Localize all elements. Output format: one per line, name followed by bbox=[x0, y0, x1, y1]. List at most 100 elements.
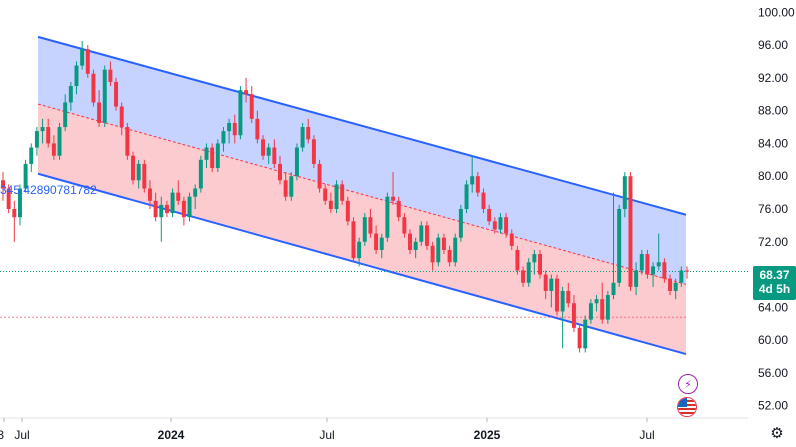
candle-body bbox=[227, 122, 232, 132]
candle-body bbox=[204, 147, 209, 160]
candle-body bbox=[424, 225, 429, 246]
candle-body bbox=[639, 254, 644, 271]
x-tick-label: Jul bbox=[639, 428, 654, 442]
channel-mid-line bbox=[37, 103, 687, 285]
candle-body bbox=[131, 155, 135, 181]
candle-body bbox=[210, 147, 215, 169]
candle-body bbox=[583, 319, 588, 349]
candle-body bbox=[521, 270, 526, 283]
candle-body bbox=[249, 94, 254, 119]
candle-body bbox=[114, 81, 119, 107]
y-tick-label: 92.00 bbox=[758, 71, 788, 85]
candle-body bbox=[594, 299, 599, 304]
candle-body bbox=[272, 147, 277, 164]
candle-body bbox=[577, 327, 582, 349]
candle-body bbox=[402, 217, 407, 234]
candle-body bbox=[97, 102, 102, 123]
x-tick-label: 2025 bbox=[474, 428, 501, 442]
candle-body bbox=[147, 188, 152, 201]
candle-body bbox=[334, 184, 339, 209]
channel-lower-line bbox=[37, 172, 687, 356]
candle-body bbox=[357, 241, 362, 259]
candle-body bbox=[328, 200, 333, 209]
candle-body bbox=[17, 188, 22, 218]
candle-body bbox=[571, 303, 576, 328]
y-tick-label: 96.00 bbox=[758, 38, 788, 52]
y-tick-label: 64.00 bbox=[758, 300, 788, 314]
candle-body bbox=[311, 139, 316, 164]
candle-body bbox=[6, 188, 11, 209]
y-tick-label: 60.00 bbox=[758, 333, 788, 347]
candle-body bbox=[408, 233, 412, 250]
candle-body bbox=[391, 196, 396, 201]
candle-body bbox=[57, 127, 62, 156]
candle-body bbox=[566, 290, 571, 304]
candle-body bbox=[80, 49, 85, 66]
candle-body bbox=[34, 131, 39, 148]
candle-body bbox=[164, 204, 169, 214]
candle-body bbox=[289, 176, 294, 197]
y-tick-label: 88.00 bbox=[758, 104, 788, 118]
candle-body bbox=[538, 254, 543, 275]
countdown-value: 4d 5h bbox=[758, 282, 791, 296]
candle-body bbox=[340, 184, 345, 201]
candle-body bbox=[278, 163, 282, 181]
candle-body bbox=[634, 270, 639, 287]
candle-body bbox=[430, 245, 435, 263]
candle-body bbox=[283, 180, 288, 197]
candle-body bbox=[498, 217, 503, 230]
candle-body bbox=[136, 163, 141, 181]
candle-body bbox=[317, 163, 322, 189]
candle-body bbox=[300, 127, 305, 148]
candle-body bbox=[617, 209, 622, 283]
candle-body bbox=[193, 188, 198, 197]
candle-body bbox=[181, 200, 186, 218]
candle-body bbox=[85, 49, 90, 74]
candle-body bbox=[588, 303, 593, 320]
candle-body bbox=[419, 225, 424, 242]
candle-body bbox=[91, 73, 96, 103]
candle-body bbox=[232, 122, 237, 136]
candle-body bbox=[187, 196, 192, 218]
candle-body bbox=[651, 266, 656, 275]
candle-body bbox=[470, 176, 475, 185]
candle-body bbox=[261, 139, 266, 156]
candle-body bbox=[453, 237, 458, 263]
channel-label: 345.42890781782 bbox=[0, 183, 97, 197]
candle-body bbox=[492, 221, 497, 230]
candle-body bbox=[63, 102, 68, 128]
x-tick-label: Jul bbox=[319, 428, 334, 442]
candle-body bbox=[374, 233, 379, 250]
candle-body bbox=[1, 180, 5, 189]
candle-body bbox=[125, 127, 130, 156]
candle-body bbox=[306, 127, 311, 140]
us-flag-icon[interactable] bbox=[677, 397, 697, 417]
candle-body bbox=[345, 200, 350, 222]
candle-body bbox=[555, 278, 559, 312]
candle-body bbox=[68, 86, 73, 103]
candle-body bbox=[662, 262, 667, 279]
candle-body bbox=[294, 147, 299, 177]
candle-body bbox=[441, 237, 446, 250]
last-price-label: 68.37 4d 5h bbox=[753, 266, 796, 300]
lightning-bolt-icon[interactable]: ⚡ bbox=[678, 374, 698, 394]
candle-body bbox=[40, 127, 45, 132]
candle-body bbox=[23, 163, 28, 189]
candle-body bbox=[108, 69, 113, 82]
y-tick-label: 84.00 bbox=[758, 136, 788, 150]
last-price-value: 68.37 bbox=[759, 268, 790, 282]
candle-body bbox=[221, 131, 226, 144]
y-tick-label: 76.00 bbox=[758, 202, 788, 216]
candle-body bbox=[532, 254, 537, 263]
regression-channel bbox=[0, 35, 748, 356]
candle-body bbox=[244, 90, 249, 95]
candle-body bbox=[396, 200, 401, 218]
gear-icon[interactable]: ⚙ bbox=[770, 425, 784, 442]
candle-body bbox=[323, 188, 328, 201]
candle-body bbox=[215, 143, 220, 169]
candle-body bbox=[385, 196, 390, 238]
y-tick-label: 100.00 bbox=[758, 5, 795, 19]
candle-body bbox=[622, 176, 627, 209]
candle-body bbox=[605, 295, 610, 320]
